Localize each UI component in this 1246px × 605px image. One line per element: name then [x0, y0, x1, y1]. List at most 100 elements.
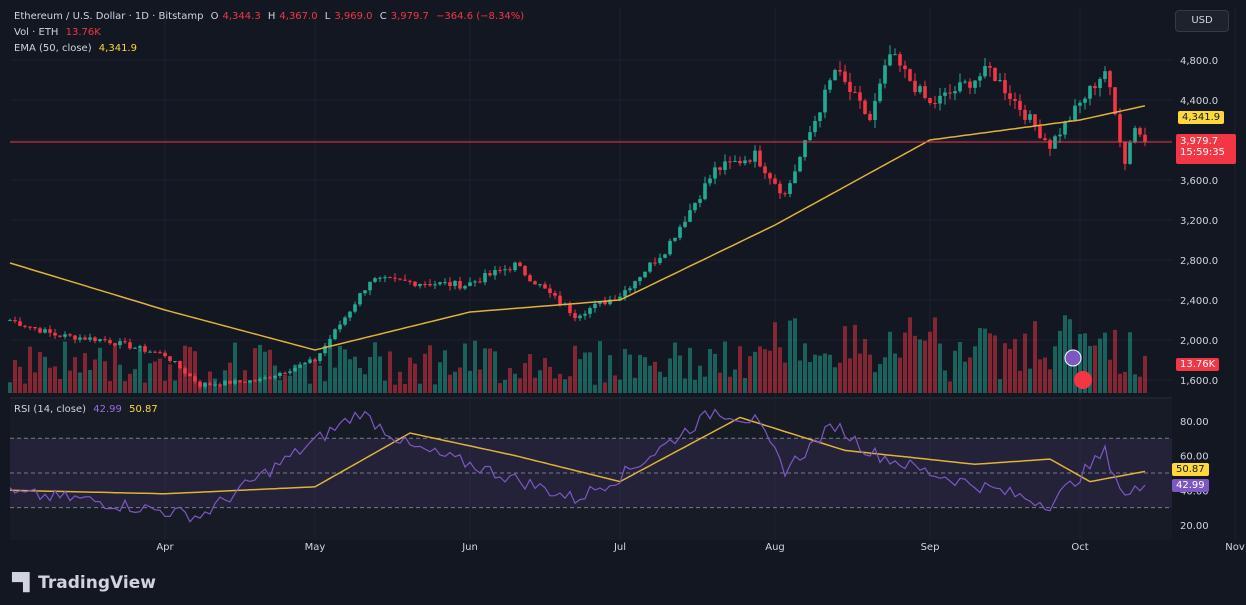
- candle: [843, 64, 847, 85]
- time-tick-label: May: [305, 542, 326, 553]
- volume-bar: [173, 380, 177, 393]
- rsi-label[interactable]: RSI (14, close): [14, 404, 87, 415]
- ema-label[interactable]: EMA (50, close): [14, 43, 92, 54]
- volume-bar: [748, 356, 752, 393]
- candle: [28, 326, 32, 331]
- symbol-legend: Ethereum / U.S. Dollar · 1D · Bitstamp O…: [14, 11, 528, 22]
- last-price-tag: 3,979.7 15:59:35: [1176, 134, 1236, 164]
- volume-bar: [8, 382, 12, 393]
- time-tick-label: Apr: [156, 542, 174, 553]
- volume-bar: [608, 355, 612, 393]
- volume-bar: [803, 343, 807, 393]
- volume-bar: [833, 367, 837, 393]
- volume-bar: [713, 353, 717, 393]
- time-axis[interactable]: Apr May Jun Jul Aug Sep Oct Nov: [156, 542, 1244, 553]
- candle: [393, 273, 397, 282]
- candle: [513, 261, 517, 273]
- volume-bar: [623, 348, 627, 393]
- candle: [473, 279, 477, 287]
- volume-bar: [613, 375, 617, 393]
- candle: [323, 343, 327, 357]
- volume-bar: [93, 359, 97, 393]
- volume-tag: 13.76K: [1176, 358, 1220, 371]
- tradingview-logo[interactable]: ▀▌ TradingView: [12, 573, 156, 593]
- candle: [413, 281, 417, 288]
- candle: [723, 154, 727, 175]
- candle: [463, 284, 467, 291]
- volume-bar: [563, 379, 567, 393]
- candle: [353, 301, 357, 314]
- events-flag-icon[interactable]: [1064, 349, 1082, 367]
- rsi-ma-line: [9, 416, 1146, 495]
- economic-event-icon[interactable]: [1074, 371, 1092, 389]
- volume-bar: [923, 340, 927, 393]
- volume-bar: [133, 369, 137, 393]
- volume-bar: [1083, 333, 1087, 393]
- volume-bar: [958, 342, 962, 393]
- volume-bar: [458, 367, 462, 393]
- volume-bar: [793, 318, 797, 393]
- volume-bar: [593, 384, 597, 393]
- volume-bar: [728, 376, 732, 393]
- volume-bar: [703, 376, 707, 393]
- candle: [348, 310, 352, 322]
- volume-bar: [673, 342, 677, 393]
- candle: [773, 174, 777, 185]
- candle: [838, 60, 842, 76]
- candle: [913, 73, 917, 96]
- volume-bar: [1133, 374, 1137, 393]
- candle: [58, 335, 62, 338]
- volume-bar: [1098, 338, 1102, 393]
- candle: [493, 265, 497, 280]
- candle: [208, 381, 212, 387]
- volume-label[interactable]: Vol · ETH: [14, 27, 59, 38]
- candle: [578, 314, 582, 322]
- candle: [713, 161, 717, 185]
- volume-bar: [543, 357, 547, 393]
- volume-bar: [23, 383, 27, 393]
- volume-bar: [618, 379, 622, 393]
- volume-bar: [263, 351, 267, 393]
- time-tick-label: Nov: [1225, 542, 1245, 553]
- rsi-tick-label: 60.00: [1180, 452, 1209, 463]
- volume-bar: [18, 366, 22, 393]
- volume-bar: [1063, 315, 1067, 393]
- volume-bar: [468, 370, 472, 393]
- candle: [658, 253, 662, 265]
- candle: [1043, 133, 1047, 141]
- candle: [888, 45, 892, 67]
- volume-bar: [763, 349, 767, 393]
- candle: [528, 273, 532, 282]
- candle: [903, 60, 907, 79]
- volume-bar: [348, 359, 352, 393]
- candle: [653, 257, 657, 267]
- volume-bar: [518, 378, 522, 393]
- candle: [693, 202, 697, 213]
- volume-bar: [1008, 348, 1012, 393]
- volume-bar: [1143, 355, 1147, 393]
- event-icons[interactable]: [1064, 349, 1092, 389]
- volume-bar: [663, 376, 667, 393]
- price-axis[interactable]: 1,600.0 2,000.0 2,400.0 2,800.0 3,200.0 3,600…: [1180, 56, 1218, 387]
- volume-bar: [498, 383, 502, 393]
- volume-bar: [418, 383, 422, 393]
- candle: [553, 290, 557, 299]
- volume-bar: [383, 380, 387, 393]
- volume-bar: [403, 383, 407, 393]
- candle: [1113, 87, 1117, 116]
- currency-button[interactable]: USD: [1175, 10, 1229, 32]
- volume-bar: [313, 360, 317, 393]
- candle: [778, 180, 782, 200]
- symbol-title[interactable]: Ethereum / U.S. Dollar · 1D · Bitstamp: [14, 11, 204, 22]
- candle: [798, 155, 802, 173]
- volume-bar: [448, 374, 452, 393]
- volume-bar: [1103, 332, 1107, 393]
- candle: [1133, 125, 1137, 144]
- brand-name: TradingView: [38, 573, 156, 593]
- candle: [518, 261, 522, 267]
- candle: [303, 361, 307, 365]
- volume-bar: [928, 331, 932, 393]
- volume-bar: [773, 322, 777, 393]
- volume-bar: [153, 361, 157, 393]
